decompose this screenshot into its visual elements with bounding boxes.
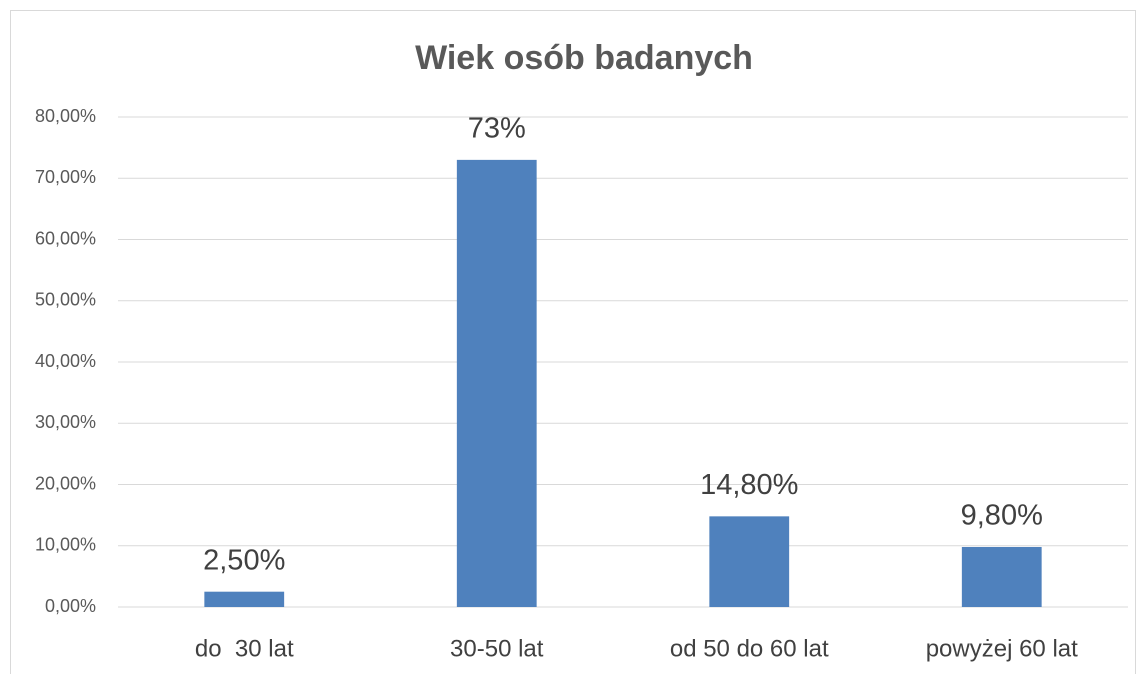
bar xyxy=(709,516,790,607)
value-label: 73% xyxy=(468,113,526,145)
x-tick-label: od 50 do 60 lat xyxy=(670,635,829,662)
x-tick-label: powyżej 60 lat xyxy=(926,635,1078,662)
y-tick-label: 40,00% xyxy=(35,351,96,371)
bar xyxy=(204,591,285,607)
chart-border xyxy=(10,10,1136,674)
bar xyxy=(961,546,1042,607)
y-tick-label: 0,00% xyxy=(45,596,96,616)
y-tick-label: 50,00% xyxy=(35,290,96,310)
value-label: 2,50% xyxy=(203,544,285,576)
x-tick-label: do 30 lat xyxy=(195,635,294,662)
y-tick-label: 20,00% xyxy=(35,473,96,493)
y-tick-label: 60,00% xyxy=(35,228,96,248)
y-tick-label: 80,00% xyxy=(35,106,96,126)
value-label: 9,80% xyxy=(961,500,1043,532)
y-tick-label: 70,00% xyxy=(35,167,96,187)
bar xyxy=(456,159,537,607)
value-label: 14,80% xyxy=(700,469,798,501)
y-tick-label: 10,00% xyxy=(35,535,96,555)
chart-title: Wiek osób badanych xyxy=(415,39,753,77)
y-tick-label: 30,00% xyxy=(35,412,96,432)
x-tick-label: 30-50 lat xyxy=(450,635,544,662)
